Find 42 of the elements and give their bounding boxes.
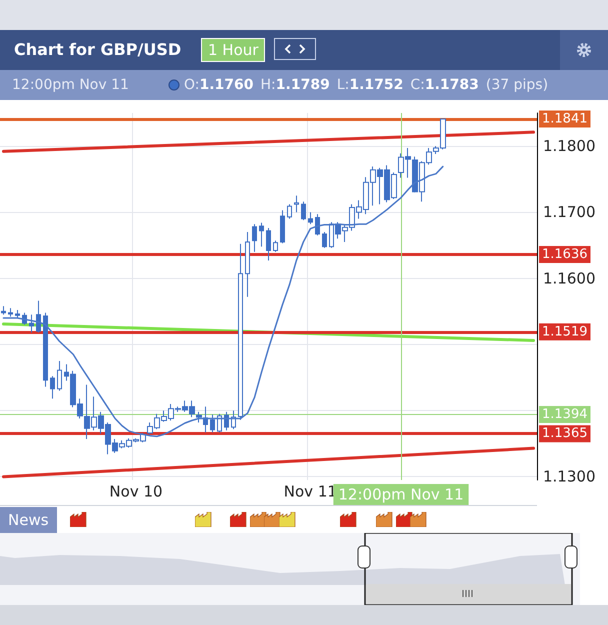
candlestick [280, 210, 285, 244]
candlestick [252, 224, 257, 252]
candlestick [301, 201, 306, 221]
x-tick-label: Nov 10 [109, 482, 163, 500]
candlestick [57, 360, 62, 392]
ref-line-label: 1.1519 [542, 324, 588, 340]
candlestick [259, 222, 264, 248]
candlestick [196, 411, 202, 423]
candlestick [43, 312, 48, 388]
candlestick [245, 232, 250, 298]
ref-line-label: 1.1394 [542, 407, 588, 422]
candlestick [266, 228, 271, 261]
ref-line-label: 1.1636 [542, 247, 588, 262]
candlestick [294, 195, 299, 213]
text: News [0, 507, 57, 533]
candlestick [8, 308, 13, 318]
x-tick-label: Nov 11 [284, 482, 337, 500]
candlestick [217, 413, 222, 433]
candlestick [1, 306, 6, 316]
candlestick [15, 310, 20, 318]
ref-line-label: 1.1365 [542, 426, 588, 442]
text: O:1.1760 H:1.1789 L:1.1752 C:1.1783 [184, 77, 479, 93]
line-series [2, 166, 444, 438]
y-tick-label: 1.1700 [543, 203, 596, 222]
text: 1 Hour [201, 38, 266, 62]
y-tick-label: 1.1300 [543, 468, 596, 486]
candlestick [322, 232, 327, 248]
candlestick [29, 314, 34, 334]
candlestick [273, 240, 278, 252]
ref-line-label: 1.1841 [542, 111, 588, 126]
y-tick-label: 1.1600 [543, 269, 596, 288]
candlestick [36, 300, 41, 334]
text: 12:00pm Nov 11 [12, 76, 129, 95]
candlestick [50, 376, 55, 400]
candlestick [210, 414, 215, 433]
candlestick [238, 243, 243, 420]
y-tick-label: 1.1800 [543, 137, 596, 156]
candlestick [308, 212, 313, 225]
chart-title: Chart for GBP/USD [14, 40, 182, 59]
text: (37 pips) [486, 77, 548, 93]
candlestick [287, 204, 292, 220]
x-tick-label: 12:00pm Nov 11 [338, 486, 464, 504]
